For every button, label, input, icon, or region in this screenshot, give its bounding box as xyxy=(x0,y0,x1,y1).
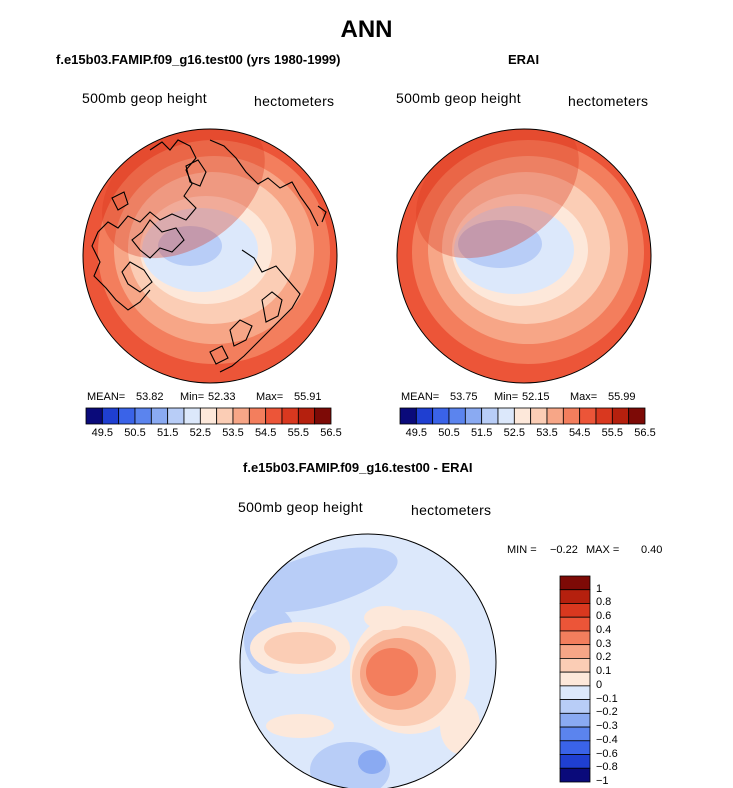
colorbar-tick-label: −0.1 xyxy=(596,692,618,705)
colorbar-tick-label: 55.5 xyxy=(601,427,624,439)
colorbar-tick-label: −0.8 xyxy=(596,761,618,774)
colorbar-tick-label: 0.1 xyxy=(596,665,612,678)
colorbar-tick-label: 0.3 xyxy=(596,637,612,650)
colorbar-tick-label: −0.6 xyxy=(596,747,618,760)
panel2-min-label: Min= xyxy=(494,391,519,403)
colorbar-tick-label: 50.5 xyxy=(438,427,460,439)
panel2-mean-label: MEAN= xyxy=(401,391,440,403)
colorbar-swatch xyxy=(559,603,591,618)
colorbar-tick-label: −0.3 xyxy=(596,720,618,733)
colorbar-tick-label: 50.5 xyxy=(124,427,146,439)
panel2-max-label: Max= xyxy=(570,391,598,403)
panel3-map-border xyxy=(239,533,497,788)
panel1-mean-value: 53.82 xyxy=(136,391,164,403)
panel1-mean-label: MEAN= xyxy=(87,391,126,403)
colorbar-tick-label: 53.5 xyxy=(536,427,558,439)
colorbar-tick-label: 56.5 xyxy=(634,427,656,439)
panel3-units-label: hectometers xyxy=(411,502,492,518)
panel3-field xyxy=(240,534,496,788)
colorbar-swatch xyxy=(628,407,646,425)
colorbar-tick-label: 1 xyxy=(596,582,603,595)
panel1-coastlines xyxy=(91,139,327,373)
panel2-variable-label: 500mb geop height xyxy=(396,90,521,106)
panel3-variable-label: 500mb geop height xyxy=(238,499,363,515)
colorbar-tick-label: −1 xyxy=(596,775,609,787)
colorbar-swatch xyxy=(559,616,591,632)
panel1-title: f.e15b03.FAMIP.f09_g16.test00 (yrs 1980-… xyxy=(56,52,341,67)
colorbar-swatch xyxy=(559,575,591,591)
panel1-max-label: Max= xyxy=(256,391,284,403)
colorbar-tick-label: −0.2 xyxy=(596,706,618,719)
panel1-map-border xyxy=(82,128,338,384)
colorbar-tick-label: 52.5 xyxy=(189,427,212,439)
colorbar-tick-label: 54.5 xyxy=(254,427,277,439)
colorbar-tick-label: 51.5 xyxy=(156,427,179,439)
main-title: ANN xyxy=(340,16,393,43)
panel1-units-label: hectometers xyxy=(254,93,335,109)
panel2-field xyxy=(397,129,651,383)
colorbar-swatch xyxy=(559,630,591,646)
colorbar-swatch xyxy=(559,685,591,701)
colorbar-tick-label: 54.5 xyxy=(568,427,591,439)
panel3-min-label: MIN = xyxy=(507,544,537,556)
panel3-min-value: −0.22 xyxy=(550,544,578,556)
panel1-min-label: Min= xyxy=(180,391,205,403)
colorbar-swatch xyxy=(559,767,591,783)
colorbar-tick-label: 0.2 xyxy=(596,651,612,664)
colorbar-swatch xyxy=(559,671,591,687)
panel2-colorbar xyxy=(399,407,646,425)
colorbar-tick-label: 0.4 xyxy=(596,623,612,636)
colorbar-tick-label: 0.8 xyxy=(596,596,612,609)
colorbar-swatch xyxy=(559,726,591,742)
colorbar-swatch xyxy=(559,699,591,714)
colorbar-tick-label: 49.5 xyxy=(91,427,114,439)
panel1-min-value: 52.33 xyxy=(208,391,236,403)
panel2-units-label: hectometers xyxy=(568,93,649,109)
panel3-max-label: MAX = xyxy=(586,544,620,556)
colorbar-tick-label: −0.4 xyxy=(596,733,618,746)
panel3-max-value: 0.40 xyxy=(641,544,663,556)
panel1-variable-label: 500mb geop height xyxy=(82,90,207,106)
colorbar-tick-label: 49.5 xyxy=(405,427,428,439)
colorbar-tick-label: 56.5 xyxy=(320,427,342,439)
colorbar-tick-label: 0 xyxy=(596,678,603,691)
colorbar-swatch xyxy=(559,644,591,659)
panel3-title: f.e15b03.FAMIP.f09_g16.test00 - ERAI xyxy=(243,460,473,475)
colorbar-tick-label: 51.5 xyxy=(470,427,493,439)
panel1-field xyxy=(83,129,337,383)
colorbar-swatch xyxy=(559,658,591,673)
colorbar-tick-label: 55.5 xyxy=(287,427,310,439)
colorbar-swatch xyxy=(559,712,591,728)
panel3-colorbar xyxy=(559,575,591,783)
colorbar-tick-label: 52.5 xyxy=(503,427,526,439)
panel2-title: ERAI xyxy=(508,52,540,67)
panel2-max-value: 55.99 xyxy=(608,391,636,403)
colorbar-swatch xyxy=(559,740,591,755)
colorbar-tick-label: 0.6 xyxy=(596,610,612,623)
colorbar-tick-label: 53.5 xyxy=(222,427,244,439)
panel1-colorbar xyxy=(85,407,332,425)
panel1-max-value: 55.91 xyxy=(294,391,322,403)
colorbar-swatch xyxy=(559,589,591,604)
panel2-mean-value: 53.75 xyxy=(450,391,478,403)
panel2-map-border xyxy=(396,128,652,384)
panel2-min-value: 52.15 xyxy=(522,391,550,403)
colorbar-swatch xyxy=(559,754,591,769)
colorbar-swatch xyxy=(314,407,332,425)
